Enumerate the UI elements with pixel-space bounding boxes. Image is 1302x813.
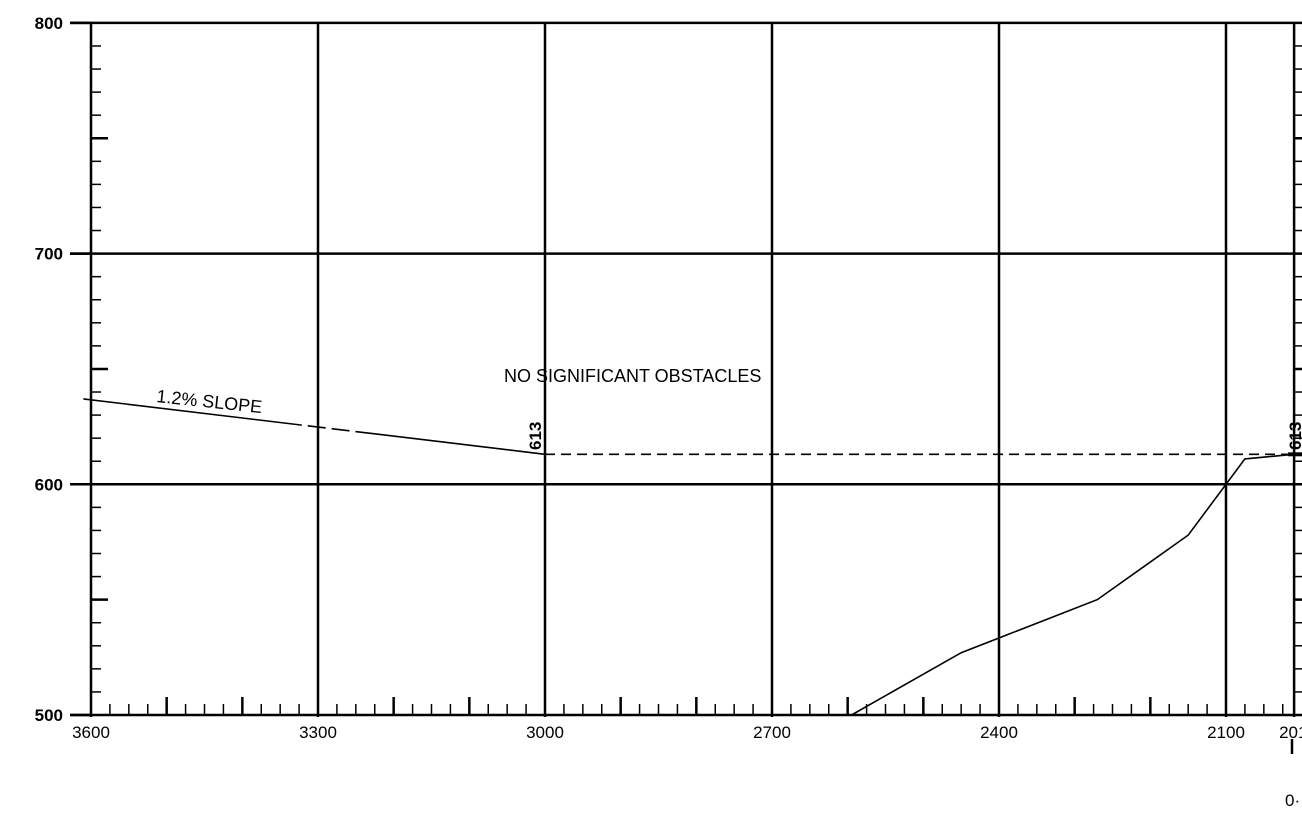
slope-label: 1.2% SLOPE — [156, 386, 264, 417]
x-tick-label: 201 — [1279, 723, 1302, 742]
y-tick-label: 800 — [35, 14, 63, 33]
profile-series-0 — [83, 398, 546, 456]
x-tick-label: 2400 — [980, 723, 1018, 742]
x-tick-label: 3600 — [72, 723, 110, 742]
axis-labels: 3600 3300 3000 2700 2400 2100 201 800 700 600 500 — [35, 14, 1302, 742]
axis-ticks — [70, 21, 1302, 717]
x-tick-label: 3000 — [526, 723, 564, 742]
station-fragment-label: 0· — [1285, 791, 1300, 810]
y-tick-label: 500 — [35, 706, 63, 725]
threshold-elevation-label: 613 — [526, 422, 545, 450]
y-tick-label: 600 — [35, 475, 63, 494]
x-tick-label: 2700 — [753, 723, 791, 742]
profile-series-2 — [851, 453, 1295, 716]
x-tick-label: 3300 — [299, 723, 337, 742]
profile-lines — [83, 398, 1302, 716]
x-tick-label: 2100 — [1207, 723, 1245, 742]
obstacle-note: NO SIGNIFICANT OBSTACLES — [504, 366, 761, 386]
right-elevation-label: 613 — [1286, 422, 1302, 450]
y-tick-label: 700 — [35, 245, 63, 264]
